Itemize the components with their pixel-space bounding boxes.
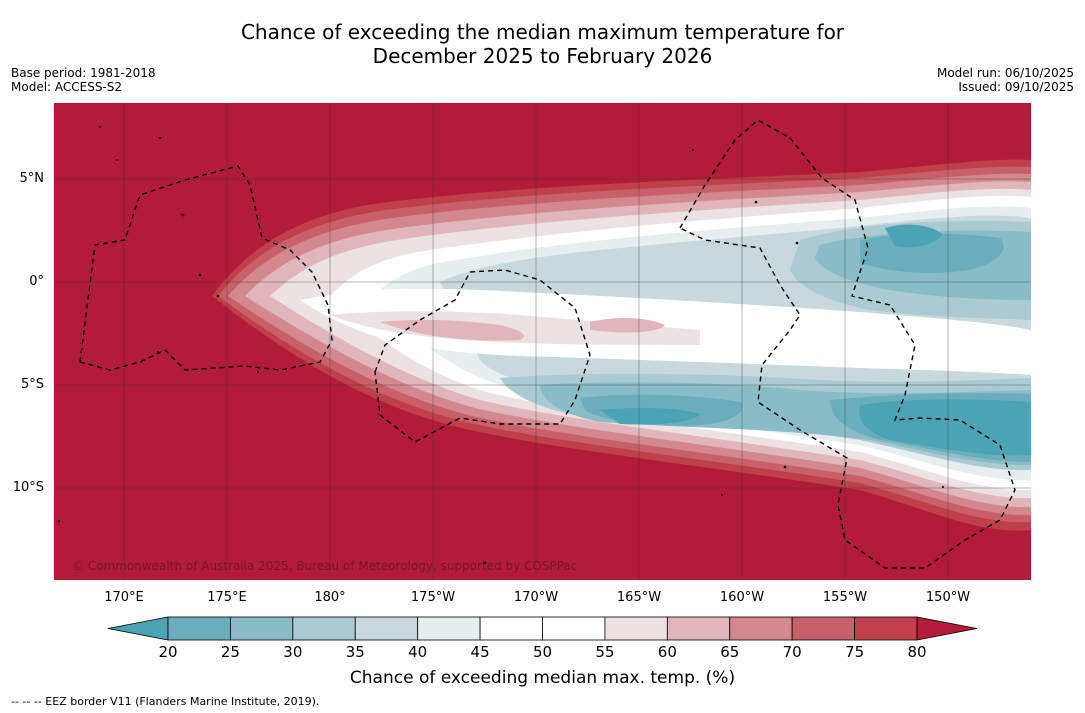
colorbar-tick-label: 80 — [907, 643, 927, 661]
colorbar-swatch — [542, 616, 606, 641]
map-field — [54, 103, 1031, 580]
islands — [57, 126, 944, 565]
lat-label-0: 0° — [29, 274, 44, 289]
lon-label-160w: 160°W — [719, 590, 765, 605]
colorbar — [107, 616, 978, 641]
base-period-text: Base period: 1981-2018 — [11, 66, 156, 80]
colorbar-swatch — [354, 616, 419, 641]
map-title: Chance of exceeding the median maximum t… — [0, 20, 1085, 68]
lon-label-170w: 170°W — [513, 590, 559, 605]
issued-text: Issued: 09/10/2025 — [958, 80, 1074, 94]
colorbar-tick-label: 55 — [595, 643, 615, 661]
lon-label-150w: 150°W — [925, 590, 971, 605]
colorbar-tick-label: 60 — [657, 643, 677, 661]
colorbar-tick-label: 20 — [158, 643, 178, 661]
island-dot — [942, 486, 944, 488]
lon-label-155w: 155°W — [822, 590, 868, 605]
eez-border-central — [374, 269, 591, 443]
colorbar-swatch — [479, 616, 543, 641]
model-text: Model: ACCESS-S2 — [11, 80, 123, 94]
island-dot — [157, 351, 159, 353]
colorbar-swatch — [292, 616, 356, 641]
island-dot — [483, 561, 487, 565]
title-line-1: Chance of exceeding the median maximum t… — [240, 20, 845, 44]
island-dot — [721, 494, 723, 496]
lon-label-180: 180° — [314, 590, 346, 605]
colorbar-tick-label: 65 — [720, 643, 740, 661]
island-dot — [158, 136, 162, 140]
colorbar-swatch — [417, 616, 481, 641]
colorbar-tick-label: 25 — [220, 643, 240, 661]
eez-legend-note: -- -- -- EEZ border V11 (Flanders Marine… — [11, 695, 320, 708]
lon-label-170e: 170°E — [104, 590, 144, 605]
colorbar-label: Chance of exceeding median max. temp. (%… — [349, 668, 736, 688]
lon-label-165w: 165°W — [616, 590, 662, 605]
colorbar-tick-label: 45 — [470, 643, 490, 661]
colorbar-swatch — [604, 616, 668, 641]
island-dot — [57, 519, 61, 523]
colorbar-swatch — [729, 616, 793, 641]
field-band-20 — [600, 224, 1031, 456]
island-dot — [257, 371, 259, 373]
colorbar-tick-label: 50 — [532, 643, 553, 661]
eez-border-west — [79, 165, 333, 371]
copyright-text: © Commonwealth of Australia 2025, Bureau… — [72, 559, 577, 573]
colorbar-swatch — [666, 616, 731, 641]
island-dot — [692, 149, 694, 151]
lat-label-5n: 5°N — [19, 171, 45, 186]
meta-right: Model run: 06/10/2025 Issued: 09/10/2025 — [937, 66, 1074, 94]
field-band-60-core — [330, 311, 700, 345]
island-dot — [216, 294, 220, 298]
title-line-2: December 2025 to February 2026 — [372, 44, 713, 68]
island-dot — [754, 200, 758, 204]
lon-label-175w: 175°W — [410, 590, 456, 605]
model-run-text: Model run: 06/10/2025 — [936, 66, 1074, 80]
eez-borders — [79, 119, 1016, 569]
colorbar-tick-label: 35 — [345, 643, 365, 661]
island-dot — [99, 126, 101, 128]
island-dot — [198, 273, 202, 277]
island-dot — [116, 159, 118, 161]
lon-label-175e: 175°E — [207, 590, 247, 605]
colorbar-extend-low — [107, 616, 169, 641]
colorbar-extend-high — [916, 616, 978, 641]
island-dot — [795, 241, 799, 245]
colorbar-tick-label: 30 — [283, 643, 303, 661]
grid-lines — [54, 103, 1031, 580]
colorbar-tick-label: 70 — [782, 643, 802, 661]
meta-left: Base period: 1981-2018 Model: ACCESS-S2 — [11, 66, 156, 94]
colorbar-swatch — [230, 616, 294, 641]
colorbar-tick-label: 75 — [845, 643, 865, 661]
colorbar-tick-label: 40 — [408, 643, 428, 661]
lat-label-10s: 10°S — [12, 480, 44, 495]
field-band-65-core — [380, 318, 665, 341]
island-dot — [181, 213, 185, 217]
lat-label-5s: 5°S — [20, 377, 44, 392]
eez-border-east — [679, 119, 1016, 569]
colorbar-swatch — [791, 616, 855, 641]
island-dot — [783, 465, 787, 469]
colorbar-swatch — [167, 616, 231, 641]
colorbar-swatch — [854, 616, 918, 641]
